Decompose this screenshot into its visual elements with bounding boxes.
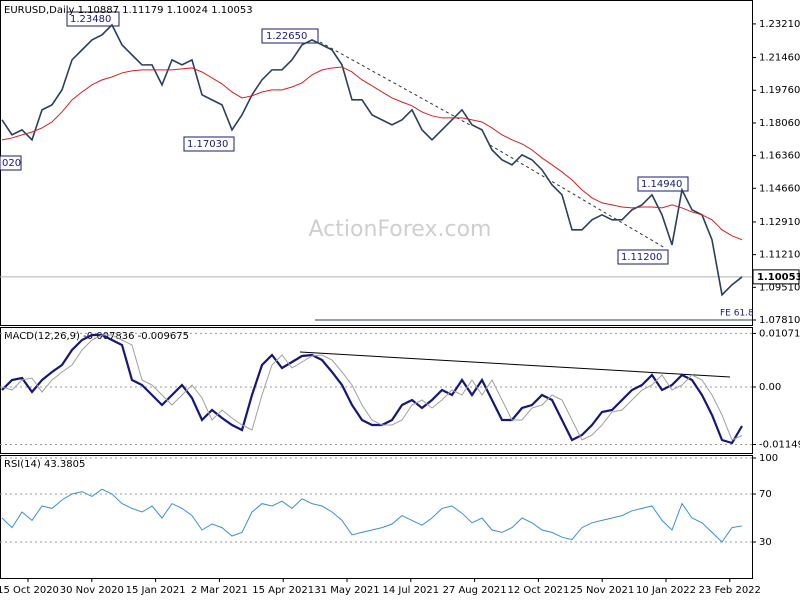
- x-tick-label: 31 May 2021: [314, 585, 379, 596]
- price-title: EURUSD,Daily 1.10887 1.11179 1.10024 1.1…: [4, 5, 253, 16]
- macd-frame: [0, 327, 753, 454]
- y-tick-label: 1.11210: [759, 250, 800, 261]
- rsi-frame: [0, 455, 753, 579]
- x-tick-label: 10 Jan 2022: [636, 585, 696, 596]
- annotation: 1.17030: [187, 139, 228, 150]
- trend-lines: [299, 41, 752, 378]
- y-tick-label: 100: [759, 453, 778, 464]
- x-tick-label: 15 Apr 2021: [252, 585, 314, 596]
- x-tick-label: 12 Oct 2021: [507, 585, 569, 596]
- annotation-box: [637, 176, 689, 192]
- x-tick-label: 25 Nov 2021: [570, 585, 634, 596]
- annotation: 1.14940: [641, 179, 682, 190]
- annotation-box: [617, 249, 669, 265]
- y-tick-label: 0.010719: [759, 328, 800, 339]
- series-line: [1, 23, 743, 297]
- y-tick-label: 1.07810: [759, 315, 800, 326]
- series-line: [1, 488, 743, 543]
- y-tick-label: 1.12910: [759, 217, 800, 228]
- x-tick-label: 27 Aug 2021: [443, 585, 507, 596]
- x-tick-label: 30 Nov 2020: [60, 585, 124, 596]
- x-tick-label: 15 Oct 2020: [0, 585, 59, 596]
- x-tick-label: 2 Mar 2021: [191, 585, 248, 596]
- trend-line: [489, 144, 666, 249]
- annotation: 020: [2, 158, 21, 169]
- y-tick-label: 1.14660: [759, 183, 800, 194]
- annotation: 1.23480: [70, 14, 111, 25]
- y-tick-label: 0.00: [759, 382, 781, 393]
- series-line: [1, 333, 743, 445]
- y-tick-label: 1.21460: [759, 53, 800, 64]
- macd-trend-line: [299, 351, 731, 378]
- annotation: 1.22650: [266, 31, 307, 42]
- series-line: [1, 66, 743, 241]
- y-tick-label: 1.18060: [759, 118, 800, 129]
- y-tick-label: 30: [759, 537, 772, 548]
- annotation-box: [0, 155, 22, 171]
- annotation: 1.11200: [621, 252, 662, 263]
- y-tick-label: -0.011499: [759, 439, 800, 450]
- annotations: 1.23480 1.22650 1.17030 020 1.14940 1.11…: [0, 11, 754, 319]
- y-tick-label: 70: [759, 489, 772, 500]
- series-line: [1, 334, 743, 441]
- annotation-box: [66, 11, 120, 27]
- x-tick-label: 15 Jan 2021: [126, 585, 186, 596]
- y-tick-label: 1.09510: [759, 282, 800, 293]
- rsi-title: RSI(14) 43.3805: [4, 459, 85, 470]
- last-price-label: 1.10053: [757, 272, 800, 283]
- annotation-box: [183, 136, 235, 152]
- trend-line: [319, 41, 471, 126]
- x-tick-label: 14 Jul 2021: [382, 585, 439, 596]
- x-tick-label: 23 Feb 2022: [699, 585, 761, 596]
- last-price-box: [752, 269, 800, 285]
- y-tick-label: 1.23210: [759, 19, 800, 30]
- annotation-box: [261, 28, 319, 44]
- annotation: FE 61.8: [720, 309, 754, 319]
- macd-title: MACD(12,26,9) -0.007836 -0.009675: [4, 331, 189, 342]
- y-tick-label: 1.19760: [759, 85, 800, 96]
- y-tick-label: 1.16360: [759, 151, 800, 162]
- watermark: ActionForex.com: [309, 217, 492, 242]
